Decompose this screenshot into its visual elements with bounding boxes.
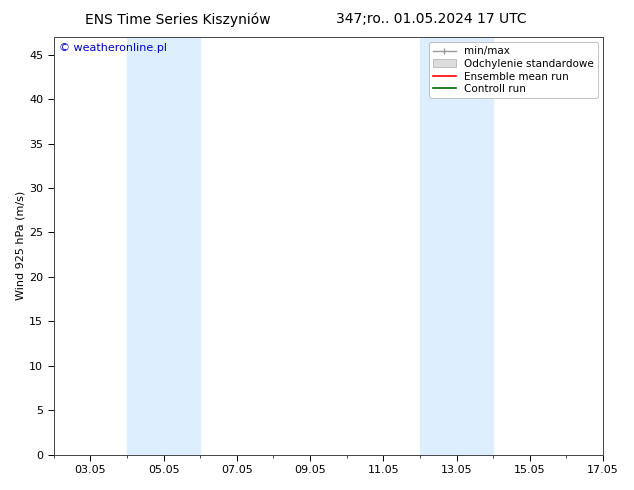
Bar: [127, 37, 200, 455]
Text: 347;ro.. 01.05.2024 17 UTC: 347;ro.. 01.05.2024 17 UTC: [336, 12, 526, 26]
Y-axis label: Wind 925 hPa (m/s): Wind 925 hPa (m/s): [15, 191, 25, 300]
Bar: [420, 37, 493, 455]
Text: ENS Time Series Kiszyniów: ENS Time Series Kiszyniów: [85, 12, 270, 27]
Legend: min/max, Odchylenie standardowe, Ensemble mean run, Controll run: min/max, Odchylenie standardowe, Ensembl…: [429, 42, 598, 98]
Text: © weatheronline.pl: © weatheronline.pl: [59, 43, 167, 53]
